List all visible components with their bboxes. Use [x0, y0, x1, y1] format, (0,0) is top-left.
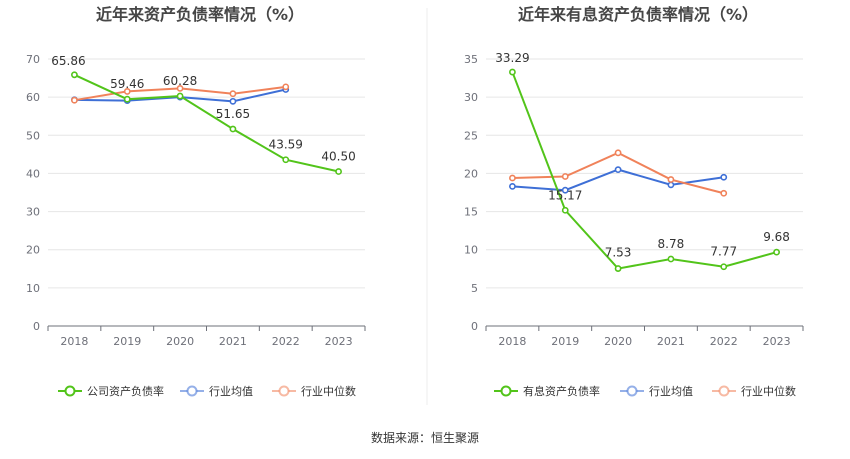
x-tick-label: 2020 [166, 335, 194, 348]
y-tick-label: 0 [33, 320, 40, 333]
y-tick-label: 70 [26, 53, 40, 66]
y-tick-label: 10 [464, 244, 478, 257]
legend-item[interactable]: 行业均值 [620, 385, 693, 398]
y-tick-label: 5 [471, 282, 478, 295]
series-line [511, 71, 777, 270]
legend-swatch-marker [64, 385, 76, 397]
y-tick-label: 50 [26, 129, 40, 142]
legend-label: 有息资产负债率 [523, 384, 600, 398]
legend-swatch-marker [500, 385, 512, 397]
y-tick-label: 60 [26, 91, 40, 104]
data-point [561, 173, 569, 180]
y-tick-label: 30 [26, 206, 40, 219]
legend-label: 行业中位数 [741, 384, 796, 398]
chart-title: 近年来有息资产负债率情况（%） [518, 5, 758, 24]
data-label: 8.78 [658, 237, 685, 251]
data-point [509, 182, 516, 190]
data-point [614, 149, 622, 157]
legend-label: 行业均值 [209, 385, 253, 398]
data-label: 65.86 [51, 54, 85, 68]
legend-item[interactable]: 行业中位数 [272, 384, 356, 398]
data-label: 9.68 [763, 230, 790, 244]
data-point [335, 168, 342, 175]
data-label: 59.46 [110, 77, 144, 91]
data-point [71, 71, 78, 79]
data-point [667, 181, 675, 189]
data-point [667, 255, 675, 263]
y-tick-label: 35 [464, 53, 478, 66]
data-point [614, 166, 622, 174]
legend-swatch-marker [718, 385, 730, 397]
x-tick-label: 2022 [272, 335, 300, 348]
data-label: 51.65 [216, 107, 250, 121]
data-label: 15.17 [548, 188, 582, 202]
data-label: 7.53 [605, 246, 632, 260]
data-label: 43.59 [269, 138, 303, 152]
data-point [176, 92, 184, 100]
data-point [71, 96, 78, 104]
x-tick-label: 2021 [657, 335, 685, 348]
y-tick-label: 30 [464, 91, 478, 104]
data-point [561, 186, 569, 194]
data-point [282, 156, 290, 164]
legend-item[interactable]: 公司资产负债率 [58, 384, 164, 398]
data-point [282, 83, 290, 91]
data-point [720, 263, 728, 271]
legend-item[interactable]: 有息资产负债率 [494, 384, 600, 398]
data-point [720, 189, 728, 197]
y-tick-label: 15 [464, 206, 478, 219]
x-tick-label: 2019 [113, 335, 141, 348]
data-point [720, 173, 728, 181]
legend-label: 公司资产负债率 [87, 384, 164, 398]
data-label: 60.28 [163, 74, 197, 88]
debt-ratio-chart: 近年来资产负债率情况（%） 0 10 20 30 40 50 60 70 2018 2019 202… [26, 5, 366, 398]
x-tick-label: 2020 [604, 335, 632, 348]
x-tick-label: 2023 [763, 335, 791, 348]
y-tick-label: 20 [26, 244, 40, 257]
data-point [229, 97, 237, 105]
y-tick-label: 10 [26, 282, 40, 295]
data-point [123, 95, 131, 103]
data-source-note: 数据来源：恒生聚源 [371, 430, 479, 445]
y-tick-label: 25 [464, 129, 478, 142]
x-tick-label: 2018 [60, 335, 88, 348]
legend-item[interactable]: 行业中位数 [712, 384, 796, 398]
data-point [614, 265, 622, 272]
legend-item[interactable]: 行业均值 [180, 385, 253, 398]
data-point [123, 88, 131, 95]
series-line [73, 73, 339, 173]
x-tick-label: 2019 [551, 335, 579, 348]
legend-swatch-marker [626, 385, 638, 397]
data-label: 33.29 [495, 51, 529, 65]
data-point [229, 125, 237, 133]
x-tick-label: 2021 [219, 335, 247, 348]
y-tick-label: 20 [464, 167, 478, 180]
data-point [509, 174, 516, 182]
y-tick-label: 0 [471, 320, 478, 333]
interest-bearing-debt-ratio-chart: 近年来有息资产负债率情况（%） 0 5 10 15 20 25 30 35 2018 2019 20… [464, 5, 804, 398]
data-point [773, 248, 780, 256]
data-point [667, 176, 675, 183]
x-tick-label: 2022 [710, 335, 738, 348]
legend-label: 行业均值 [649, 385, 693, 398]
legend-swatch-marker [186, 385, 198, 397]
data-label: 40.50 [321, 150, 355, 164]
x-tick-label: 2023 [325, 335, 353, 348]
legend-swatch-marker [278, 385, 290, 397]
legend-label: 行业中位数 [301, 384, 356, 398]
data-point [229, 90, 237, 98]
data-point [176, 84, 184, 92]
data-label: 7.77 [710, 245, 737, 259]
data-point [561, 206, 569, 214]
y-tick-label: 40 [26, 167, 40, 180]
data-point [509, 68, 516, 76]
chart-title: 近年来资产负债率情况（%） [96, 5, 304, 24]
x-tick-label: 2018 [498, 335, 526, 348]
